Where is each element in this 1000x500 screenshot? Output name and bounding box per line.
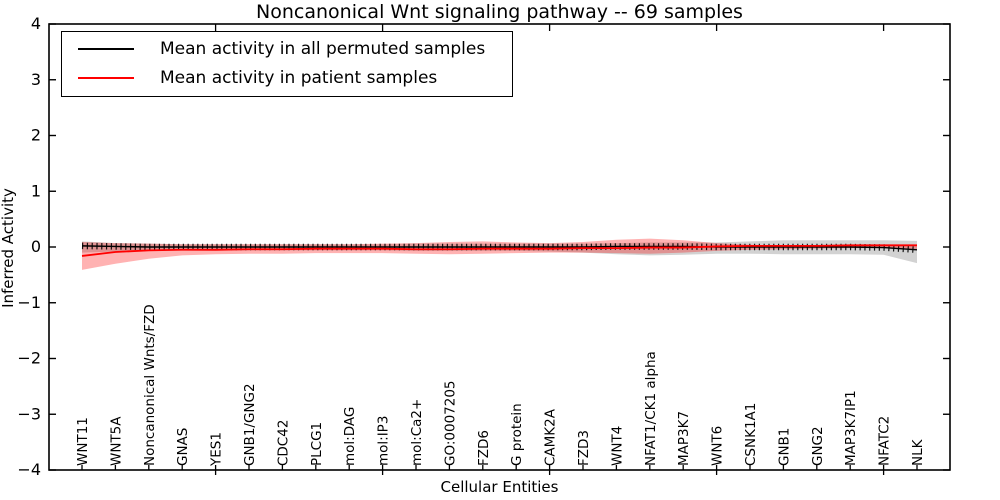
- svg-text:mol:Ca2+: mol:Ca2+: [409, 399, 425, 466]
- svg-text:YES1: YES1: [209, 432, 225, 467]
- svg-text:NFATC2: NFATC2: [877, 416, 893, 466]
- chart-title: Noncanonical Wnt signaling pathway -- 69…: [256, 1, 743, 23]
- svg-text:2: 2: [31, 126, 41, 145]
- legend: Mean activity in all permuted samples Me…: [61, 31, 513, 97]
- svg-text:CSNK1A1: CSNK1A1: [743, 403, 759, 466]
- svg-text:G protein: G protein: [509, 403, 525, 466]
- legend-label: Mean activity in all permuted samples: [160, 39, 486, 59]
- x-axis-label: Cellular Entities: [440, 478, 559, 496]
- svg-text:WNT5A: WNT5A: [108, 416, 124, 466]
- svg-text:−1: −1: [17, 293, 41, 312]
- svg-text:3: 3: [31, 70, 41, 89]
- svg-text:1: 1: [31, 181, 41, 200]
- svg-text:FZD6: FZD6: [476, 430, 492, 466]
- legend-item-permuted: Mean activity in all permuted samples: [62, 34, 485, 64]
- svg-text:GNB1: GNB1: [776, 428, 792, 466]
- legend-item-patient: Mean activity in patient samples: [62, 63, 437, 93]
- svg-text:GNAS: GNAS: [175, 428, 191, 466]
- y-axis-label: Inferred Activity: [0, 188, 17, 308]
- legend-line-permuted-samples: [78, 48, 134, 50]
- svg-text:−2: −2: [17, 349, 41, 368]
- svg-text:GNG2: GNG2: [810, 426, 826, 466]
- svg-text:WNT6: WNT6: [710, 426, 726, 466]
- svg-text:Noncanonical Wnts/FZD: Noncanonical Wnts/FZD: [142, 304, 158, 466]
- svg-text:PLCG1: PLCG1: [309, 422, 325, 466]
- svg-text:mol:DAG: mol:DAG: [342, 407, 358, 466]
- svg-text:WNT11: WNT11: [75, 417, 91, 466]
- svg-text:GO:0007205: GO:0007205: [442, 380, 458, 466]
- svg-text:WNT4: WNT4: [609, 426, 625, 466]
- svg-text:NLK: NLK: [910, 438, 926, 466]
- svg-text:−3: −3: [17, 404, 41, 423]
- svg-text:GNB1/GNG2: GNB1/GNG2: [242, 383, 258, 466]
- svg-text:MAP3K7IP1: MAP3K7IP1: [843, 390, 859, 466]
- svg-text:4: 4: [31, 14, 41, 33]
- svg-text:0: 0: [31, 237, 41, 256]
- svg-text:NFAT1/CK1 alpha: NFAT1/CK1 alpha: [643, 351, 659, 466]
- svg-text:CAMK2A: CAMK2A: [543, 408, 559, 466]
- legend-line-patient-samples: [78, 77, 134, 79]
- svg-text:MAP3K7: MAP3K7: [676, 411, 692, 466]
- svg-text:−4: −4: [17, 460, 41, 479]
- svg-text:FZD3: FZD3: [576, 430, 592, 466]
- svg-text:mol:IP3: mol:IP3: [376, 416, 392, 466]
- svg-text:CDC42: CDC42: [275, 420, 291, 466]
- legend-label: Mean activity in patient samples: [160, 68, 438, 88]
